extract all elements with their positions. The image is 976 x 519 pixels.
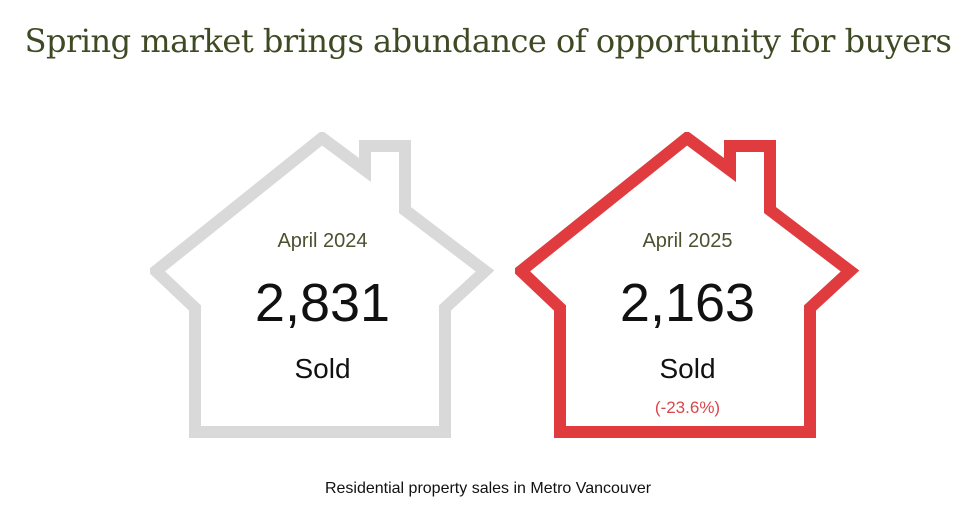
caption: Residential property sales in Metro Vanc… (324, 480, 652, 497)
house-outline-icon (515, 132, 860, 438)
house-card-april-2025: April 2025 2,163 Sold (-23.6%) (515, 132, 860, 442)
sold-label: Sold (659, 353, 716, 384)
page-title: Spring market brings abundance of opport… (24, 22, 952, 60)
period-label: April 2025 (642, 230, 733, 252)
house-outline-icon (150, 132, 495, 438)
sales-count: 2,831 (254, 273, 391, 333)
change-percent: (-23.6%) (654, 398, 721, 417)
period-label: April 2024 (277, 230, 368, 252)
sales-count: 2,163 (619, 273, 756, 333)
house-card-april-2024: April 2024 2,831 Sold (150, 132, 495, 442)
sold-label: Sold (294, 353, 351, 384)
